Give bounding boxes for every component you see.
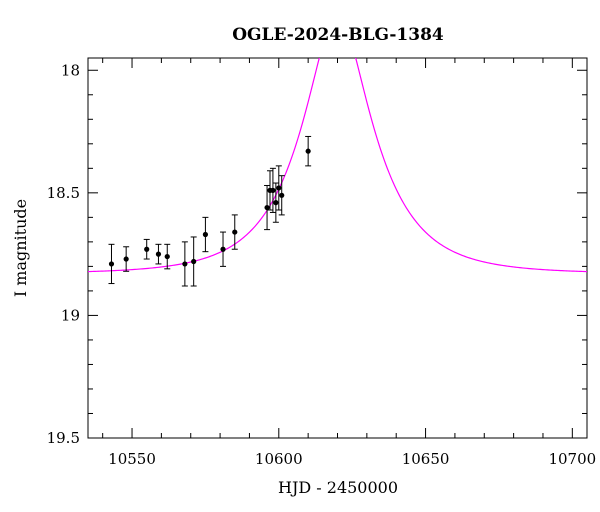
x-tick-label: 10550	[108, 450, 156, 468]
data-point	[108, 243, 115, 285]
data-point	[123, 246, 130, 272]
point-marker	[270, 187, 276, 193]
data-point	[264, 184, 271, 231]
x-tick-label: 10600	[255, 450, 303, 468]
point-marker	[182, 261, 188, 267]
y-axis-ticks: 18 18.5 19 19.5	[47, 61, 587, 447]
point-marker	[108, 261, 115, 267]
data-point	[269, 167, 276, 213]
data-point	[272, 182, 279, 223]
point-marker	[276, 185, 282, 191]
data-point	[275, 165, 282, 211]
data-point	[143, 238, 150, 260]
point-marker	[191, 258, 197, 265]
point-marker	[123, 256, 129, 262]
y-tick-label: 18	[61, 61, 80, 79]
plot-frame	[87, 57, 588, 439]
y-tick-label: 19.5	[47, 429, 80, 447]
data-point	[202, 216, 209, 253]
point-marker	[155, 251, 162, 257]
y-axis-label: I magnitude	[11, 199, 30, 297]
model-light-curve	[88, 58, 587, 273]
x-tick-label: 10700	[548, 450, 596, 468]
data-point	[190, 236, 197, 287]
point-marker	[164, 253, 170, 260]
data-point	[305, 135, 312, 167]
data-point	[164, 243, 171, 270]
data-point	[231, 214, 238, 250]
point-marker	[144, 246, 150, 252]
y-tick-label: 18.5	[47, 184, 80, 202]
point-marker	[202, 231, 209, 238]
data-point	[220, 231, 227, 267]
point-marker	[279, 192, 285, 198]
point-marker	[220, 246, 226, 252]
y-tick-label: 19	[61, 306, 80, 324]
point-marker	[273, 200, 279, 206]
x-tick-label: 10650	[402, 450, 450, 468]
point-marker	[264, 204, 270, 211]
x-axis-ticks: 10550 10600 10650 10700	[102, 58, 596, 468]
data-points	[108, 135, 312, 287]
x-axis-label: HJD - 2450000	[278, 478, 398, 497]
chart-title: OGLE-2024-BLG-1384	[232, 25, 444, 45]
data-point	[278, 175, 285, 216]
data-point	[155, 243, 162, 265]
point-marker	[305, 148, 311, 154]
data-point	[181, 241, 188, 287]
point-marker	[232, 229, 238, 235]
